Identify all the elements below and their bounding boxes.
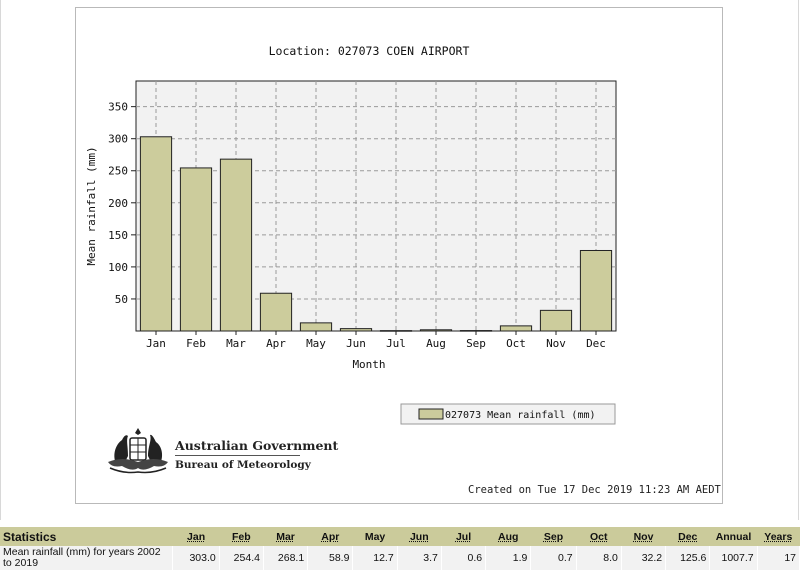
stats-col-aug[interactable]: Aug xyxy=(485,527,531,546)
stats-col-may: May xyxy=(352,527,398,546)
grid-lines xyxy=(136,81,616,331)
stats-col-jun[interactable]: Jun xyxy=(397,527,442,546)
logo-divider xyxy=(175,455,300,456)
rainfall-bar-chart: Location: 027073 COEN AIRPORT 50 100 150 20… xyxy=(85,44,617,425)
bar-oct xyxy=(499,325,533,332)
stats-col-link[interactable]: Years xyxy=(764,530,793,543)
stats-col-link[interactable]: Mar xyxy=(276,530,295,543)
bar-feb xyxy=(179,167,213,332)
x-tick-label: Dec xyxy=(586,337,606,350)
stats-cell: 254.4 xyxy=(219,546,264,570)
stats-col-annual: Annual xyxy=(709,527,758,546)
stats-col-years[interactable]: Years xyxy=(757,527,800,546)
y-axis-ticks: 50 100 150 200 250 300 350 xyxy=(108,101,136,306)
legend-box xyxy=(400,403,616,425)
x-tick-label: Mar xyxy=(226,337,246,350)
stats-col-nov[interactable]: Nov xyxy=(621,527,666,546)
y-tick-label: 50 xyxy=(115,293,128,306)
stats-data-row: Mean rainfall (mm) for years 2002 to 201… xyxy=(0,546,800,570)
y-tick-label: 200 xyxy=(108,197,128,210)
stats-cell: 125.6 xyxy=(665,546,711,570)
y-tick-label: 100 xyxy=(108,261,128,274)
stats-header-row: Statistics Jan Feb Mar Apr May Jun Jul A… xyxy=(0,527,800,546)
right-border xyxy=(798,0,799,520)
y-tick-label: 250 xyxy=(108,165,128,178)
bar-jun xyxy=(339,328,373,332)
stats-cell: 32.2 xyxy=(621,546,667,570)
stats-col-link[interactable]: Dec xyxy=(678,530,698,543)
bar-apr xyxy=(259,292,293,332)
stats-cell: 8.0 xyxy=(576,546,622,570)
left-border xyxy=(0,0,1,520)
stats-col-mar[interactable]: Mar xyxy=(263,527,308,546)
stats-cell: 303.0 xyxy=(172,546,220,570)
stats-col-link[interactable]: Jun xyxy=(409,530,429,543)
stats-cell: 1.9 xyxy=(485,546,532,570)
logo-line-1: Australian Government xyxy=(175,438,339,453)
stats-col-link[interactable]: Jan xyxy=(187,530,206,543)
y-axis-label: Mean rainfall (mm) xyxy=(85,146,98,265)
stats-col-feb[interactable]: Feb xyxy=(219,527,264,546)
stats-col-apr[interactable]: Apr xyxy=(307,527,353,546)
stats-header-label: Statistics xyxy=(0,527,173,546)
stats-col-link[interactable]: Feb xyxy=(232,530,251,543)
stats-col-link[interactable]: Apr xyxy=(321,530,340,543)
x-tick-label: May xyxy=(306,337,326,350)
bar-jan xyxy=(139,136,173,332)
coat-of-arms-icon xyxy=(108,428,168,474)
x-tick-label: Aug xyxy=(426,337,446,350)
bar-nov xyxy=(539,309,573,332)
bar-dec xyxy=(579,249,613,332)
plot-area xyxy=(135,80,617,332)
stats-col-link[interactable]: Jul xyxy=(455,530,472,543)
bar-aug xyxy=(419,329,453,332)
stats-col-jan[interactable]: Jan xyxy=(172,527,220,546)
created-timestamp: Created on Tue 17 Dec 2019 11:23 AM AEDT xyxy=(468,484,721,496)
stats-cell: 0.7 xyxy=(530,546,577,570)
legend: 027073 Mean rainfall (mm) xyxy=(400,403,616,425)
stats-cell: 17 xyxy=(757,546,800,570)
x-tick-label: Jan xyxy=(146,337,166,350)
x-tick-label: Apr xyxy=(266,337,286,350)
statistics-table: Statistics Jan Feb Mar Apr May Jun Jul A… xyxy=(0,527,800,570)
bar-may xyxy=(299,322,333,332)
logo-line-2: Bureau of Meteorology xyxy=(175,459,311,471)
stats-cell: 1007.7 xyxy=(709,546,758,570)
x-tick-label: Feb xyxy=(186,337,206,350)
chart-panel: Location: 027073 COEN AIRPORT 50 100 150 20… xyxy=(75,7,723,504)
stats-col-sep[interactable]: Sep xyxy=(530,527,577,546)
y-tick-label: 300 xyxy=(108,133,128,146)
x-tick-label: Oct xyxy=(506,337,526,350)
stats-col-link[interactable]: Oct xyxy=(590,530,608,543)
government-logo: Australian Government Bureau of Meteorol… xyxy=(104,426,338,476)
x-tick-label: Jul xyxy=(386,337,406,350)
stats-col-link[interactable]: Nov xyxy=(633,530,654,543)
stats-cell: 268.1 xyxy=(263,546,309,570)
stats-col-link[interactable]: Aug xyxy=(498,530,519,543)
x-axis-label: Month xyxy=(352,358,385,371)
y-tick-label: 350 xyxy=(108,101,128,114)
y-tick-label: 150 xyxy=(108,229,128,242)
stats-cell: 12.7 xyxy=(352,546,398,570)
x-tick-label: Nov xyxy=(546,337,566,350)
stats-col-jul[interactable]: Jul xyxy=(441,527,486,546)
stats-col-link[interactable]: Sep xyxy=(543,530,564,543)
chart-title: Location: 027073 COEN AIRPORT xyxy=(269,44,470,58)
stats-col-dec[interactable]: Dec xyxy=(665,527,710,546)
x-axis-ticks: Jan Feb Mar Apr May Jun Jul Aug Sep Oct Nov Dec xyxy=(146,331,606,350)
stats-cell: 0.6 xyxy=(441,546,487,570)
x-tick-label: Sep xyxy=(466,337,486,350)
bars xyxy=(139,136,613,332)
bar-mar xyxy=(219,158,253,332)
legend-swatch xyxy=(418,408,444,420)
stats-row-label: Mean rainfall (mm) for years 2002 to 201… xyxy=(0,546,174,570)
stats-cell: 58.9 xyxy=(307,546,354,570)
x-tick-label: Jun xyxy=(346,337,366,350)
legend-label: 027073 Mean rainfall (mm) xyxy=(445,410,596,421)
stats-col-oct[interactable]: Oct xyxy=(576,527,622,546)
stats-cell: 3.7 xyxy=(397,546,442,570)
